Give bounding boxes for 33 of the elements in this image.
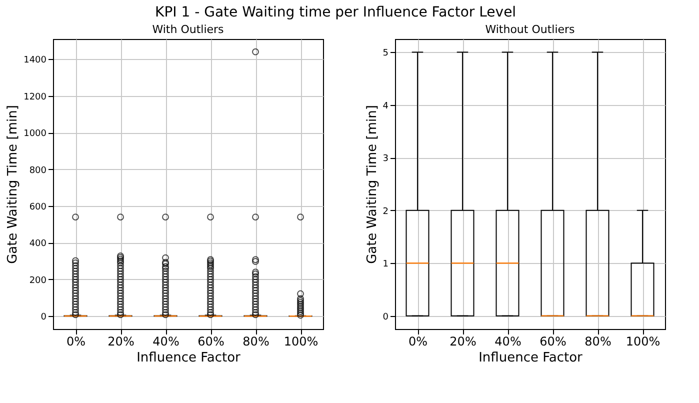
y-axis-title: Gate Waiting Time [min] (364, 105, 380, 264)
y-tick-label: 600 (29, 202, 47, 213)
x-tick-label: 100% (626, 334, 660, 348)
x-tick-label: 40% (152, 334, 180, 348)
y-tick-label: 3 (382, 154, 388, 164)
y-tick-label: 400 (29, 239, 47, 250)
x-axis-title: Influence Factor (478, 350, 584, 366)
x-tick-label: 100% (284, 334, 318, 348)
y-tick-label: 0 (40, 312, 47, 323)
y-tick-label: 1000 (24, 129, 47, 140)
y-tick-label: 200 (29, 276, 47, 286)
y-tick-label: 1 (382, 260, 388, 270)
x-tick-label: 20% (108, 334, 134, 348)
chart-title: Without Outliers (485, 23, 576, 36)
y-tick-label: 1200 (24, 92, 47, 102)
x-tick-label: 80% (584, 334, 612, 348)
y-tick-label: 2 (382, 206, 388, 217)
x-tick-label: 60% (540, 334, 566, 348)
x-tick-label: 60% (198, 334, 224, 348)
x-tick-label: 20% (450, 334, 476, 348)
y-tick-label: 4 (382, 101, 389, 112)
x-tick-label: 80% (242, 334, 270, 348)
y-axis-title: Gate Waiting Time [min] (6, 105, 21, 264)
x-tick-label: 0% (408, 334, 428, 348)
y-tick-label: 1400 (24, 56, 47, 66)
x-axis-title: Influence Factor (136, 350, 242, 366)
x-tick-label: 40% (494, 334, 522, 348)
x-tick-label: 0% (66, 334, 86, 348)
chart-title: With Outliers (152, 23, 224, 36)
text: KPI 1 - Gate Waiting time per Influence Factor Level (155, 4, 516, 20)
y-tick-label: 5 (382, 48, 388, 59)
y-tick-label: 0 (382, 312, 389, 322)
y-tick-label: 800 (29, 166, 47, 176)
